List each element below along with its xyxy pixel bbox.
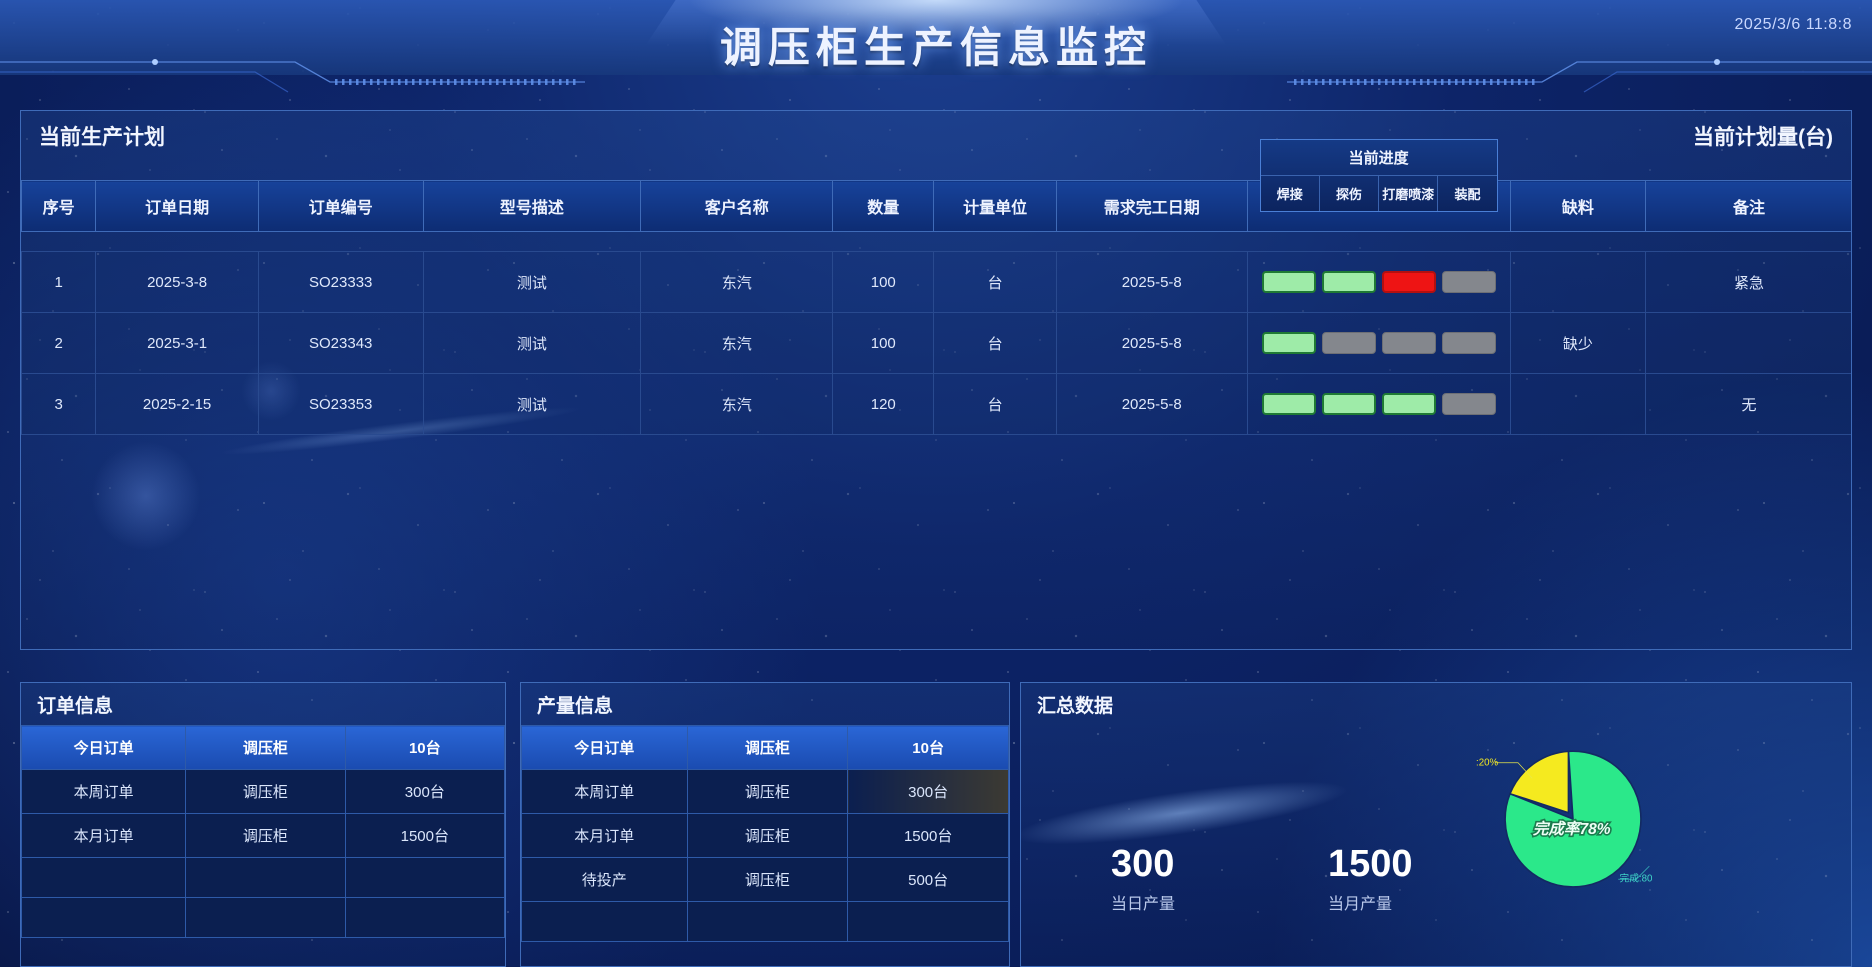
svg-text:完成:80: 完成:80 <box>1620 872 1653 885</box>
svg-text:完成率78%: 完成率78% <box>1533 820 1611 838</box>
svg-text:欠:20%: 欠:20% <box>1476 755 1498 768</box>
